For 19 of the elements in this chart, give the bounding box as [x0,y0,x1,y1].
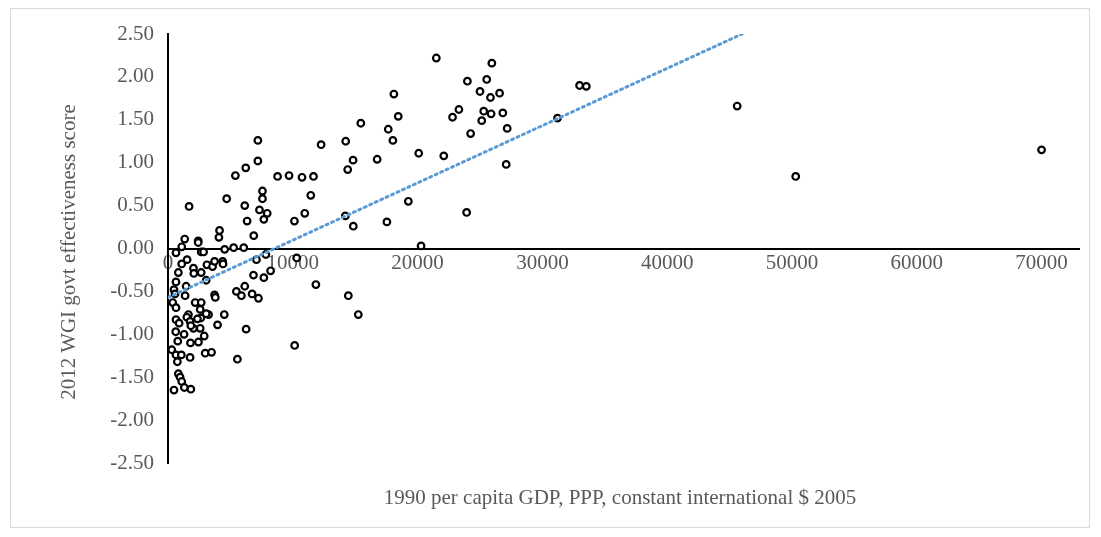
x-tick-label: 30000 [516,249,569,274]
y-tick-label: 2.00 [117,63,154,88]
y-tick-label: 0.50 [117,192,154,217]
x-tick-label: 70000 [1015,249,1068,274]
x-axis-title: 1990 per capita GDP, PPP, constant international $ 2005 [383,484,857,510]
y-axis-title: 2012 WGI govt effectiveness score [55,104,81,400]
y-tick-label: -2.00 [110,406,154,431]
x-tick-label: 50000 [765,249,819,274]
y-tick-label: 1.00 [117,149,154,174]
x-tick-label: 60000 [890,249,944,274]
x-tick-label: 40000 [640,249,694,274]
y-tick-label: -2.50 [110,449,154,474]
y-tick-label: 1.50 [117,106,154,131]
y-tick-label: 2.50 [117,20,154,45]
y-tick-label: -1.50 [110,363,154,388]
y-tick-label: 0.00 [117,235,154,260]
y-tick-label: -0.50 [110,277,154,302]
y-tick-label: -1.00 [110,320,154,345]
x-tick-label: 20000 [391,249,444,274]
